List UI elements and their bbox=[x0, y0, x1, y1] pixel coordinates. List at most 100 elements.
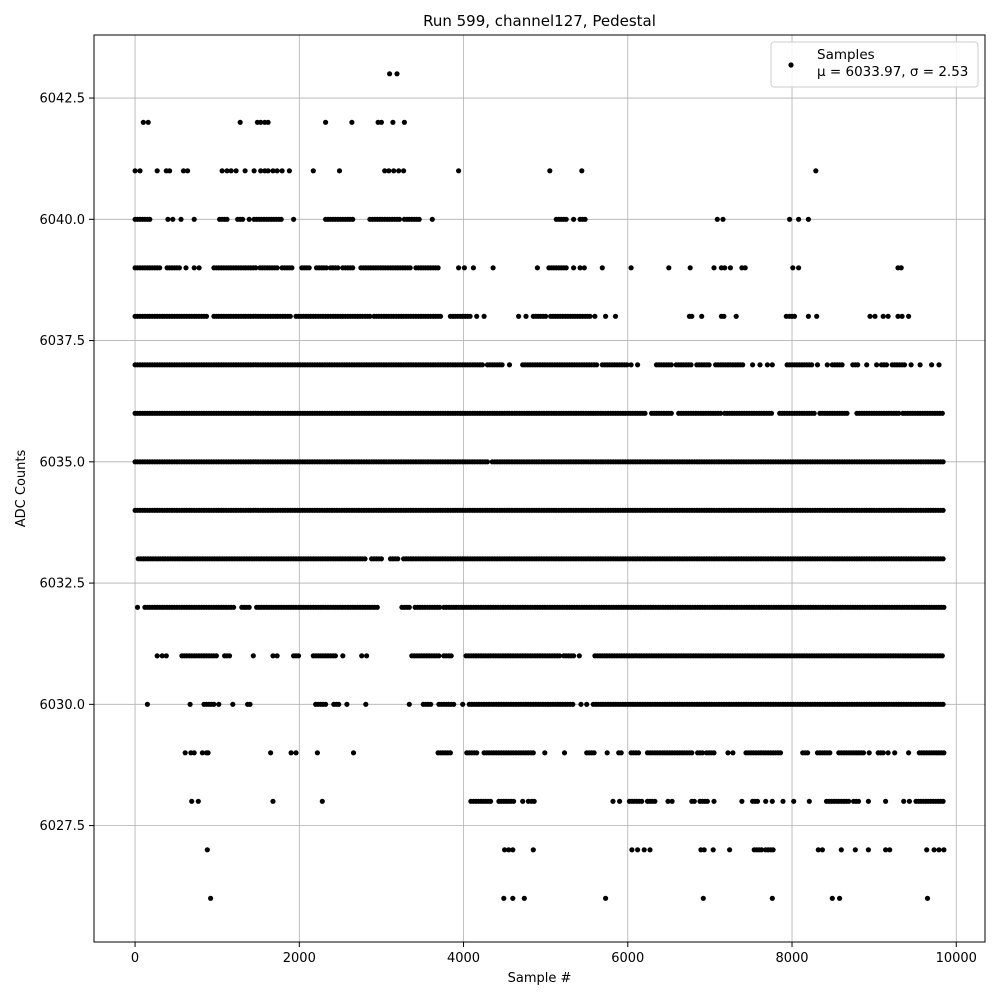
data-point bbox=[639, 798, 645, 804]
data-point bbox=[340, 653, 346, 659]
data-point bbox=[617, 798, 623, 804]
data-point bbox=[406, 701, 412, 707]
data-point bbox=[159, 653, 165, 659]
data-point bbox=[258, 168, 264, 174]
data-point bbox=[711, 798, 717, 804]
data-point bbox=[805, 750, 811, 756]
data-point bbox=[924, 895, 931, 901]
data-point bbox=[362, 556, 368, 562]
data-point bbox=[246, 604, 252, 610]
data-point bbox=[805, 313, 812, 319]
data-point bbox=[205, 750, 211, 756]
data-point bbox=[461, 265, 467, 271]
data-point bbox=[940, 459, 946, 465]
data-point bbox=[226, 653, 233, 659]
data-point bbox=[233, 168, 239, 174]
data-point bbox=[699, 313, 705, 319]
data-point bbox=[604, 750, 610, 756]
data-point bbox=[278, 216, 284, 222]
data-point bbox=[157, 265, 163, 271]
data-point bbox=[855, 362, 861, 368]
data-point bbox=[777, 750, 784, 756]
data-point bbox=[429, 216, 435, 222]
y-tick-label: 6030.0 bbox=[40, 698, 86, 713]
data-point bbox=[691, 798, 697, 804]
data-point bbox=[561, 750, 568, 756]
data-point bbox=[274, 168, 280, 174]
data-point bbox=[668, 362, 674, 368]
y-tick-label: 6042.5 bbox=[40, 92, 86, 107]
data-points bbox=[132, 71, 947, 901]
data-point bbox=[787, 216, 793, 222]
data-point bbox=[396, 216, 403, 222]
data-point bbox=[571, 653, 577, 659]
data-point bbox=[185, 168, 191, 174]
data-point bbox=[796, 216, 802, 222]
data-point bbox=[323, 119, 329, 125]
data-point bbox=[435, 265, 441, 271]
data-point bbox=[251, 168, 257, 174]
data-point bbox=[906, 313, 912, 319]
data-point bbox=[720, 216, 726, 222]
data-point bbox=[176, 265, 182, 271]
data-point bbox=[242, 168, 248, 174]
data-point bbox=[805, 216, 812, 222]
data-point bbox=[187, 701, 193, 707]
data-point bbox=[790, 265, 796, 271]
data-point bbox=[390, 119, 396, 125]
data-point bbox=[474, 313, 480, 319]
data-point bbox=[510, 847, 516, 853]
data-point bbox=[189, 798, 195, 804]
data-point bbox=[612, 313, 619, 319]
data-point bbox=[742, 265, 748, 271]
data-point bbox=[754, 798, 761, 804]
data-point bbox=[547, 168, 553, 174]
data-point bbox=[896, 410, 902, 416]
data-point bbox=[211, 701, 217, 707]
data-point bbox=[733, 313, 739, 319]
data-point bbox=[530, 750, 536, 756]
data-point bbox=[577, 265, 583, 271]
data-point bbox=[510, 798, 517, 804]
data-point bbox=[603, 313, 609, 319]
data-point bbox=[929, 362, 935, 368]
data-point bbox=[516, 313, 522, 319]
x-axis-ticks: 0 2000 4000 6000 8000 10000 bbox=[131, 942, 977, 966]
data-point bbox=[286, 168, 292, 174]
y-tick-label: 6032.5 bbox=[40, 577, 86, 592]
data-point bbox=[204, 847, 210, 853]
data-point bbox=[474, 750, 480, 756]
data-point bbox=[401, 119, 407, 125]
x-tick-label: 4000 bbox=[447, 951, 480, 966]
data-point bbox=[288, 750, 294, 756]
data-point bbox=[940, 556, 946, 562]
data-point bbox=[543, 313, 549, 319]
data-point bbox=[350, 750, 357, 756]
legend-series-name: Samples bbox=[817, 47, 875, 63]
data-point bbox=[437, 604, 443, 610]
data-point bbox=[395, 556, 401, 562]
data-point bbox=[490, 265, 496, 271]
data-point bbox=[579, 168, 585, 174]
data-point bbox=[647, 847, 653, 853]
data-point bbox=[668, 410, 674, 416]
data-point bbox=[199, 750, 205, 756]
data-point bbox=[629, 847, 635, 853]
data-point bbox=[293, 750, 299, 756]
data-point bbox=[706, 362, 712, 368]
data-point bbox=[183, 265, 189, 271]
data-point bbox=[165, 216, 171, 222]
data-point bbox=[208, 895, 214, 901]
data-point bbox=[237, 119, 243, 125]
data-point bbox=[866, 750, 872, 756]
data-point bbox=[274, 265, 280, 271]
data-point bbox=[906, 798, 913, 804]
data-point bbox=[270, 653, 276, 659]
data-point bbox=[727, 265, 734, 271]
data-point bbox=[314, 750, 320, 756]
data-point bbox=[594, 362, 600, 368]
data-point bbox=[456, 168, 462, 174]
data-point bbox=[872, 313, 878, 319]
data-point bbox=[396, 168, 402, 174]
data-point bbox=[170, 216, 176, 222]
